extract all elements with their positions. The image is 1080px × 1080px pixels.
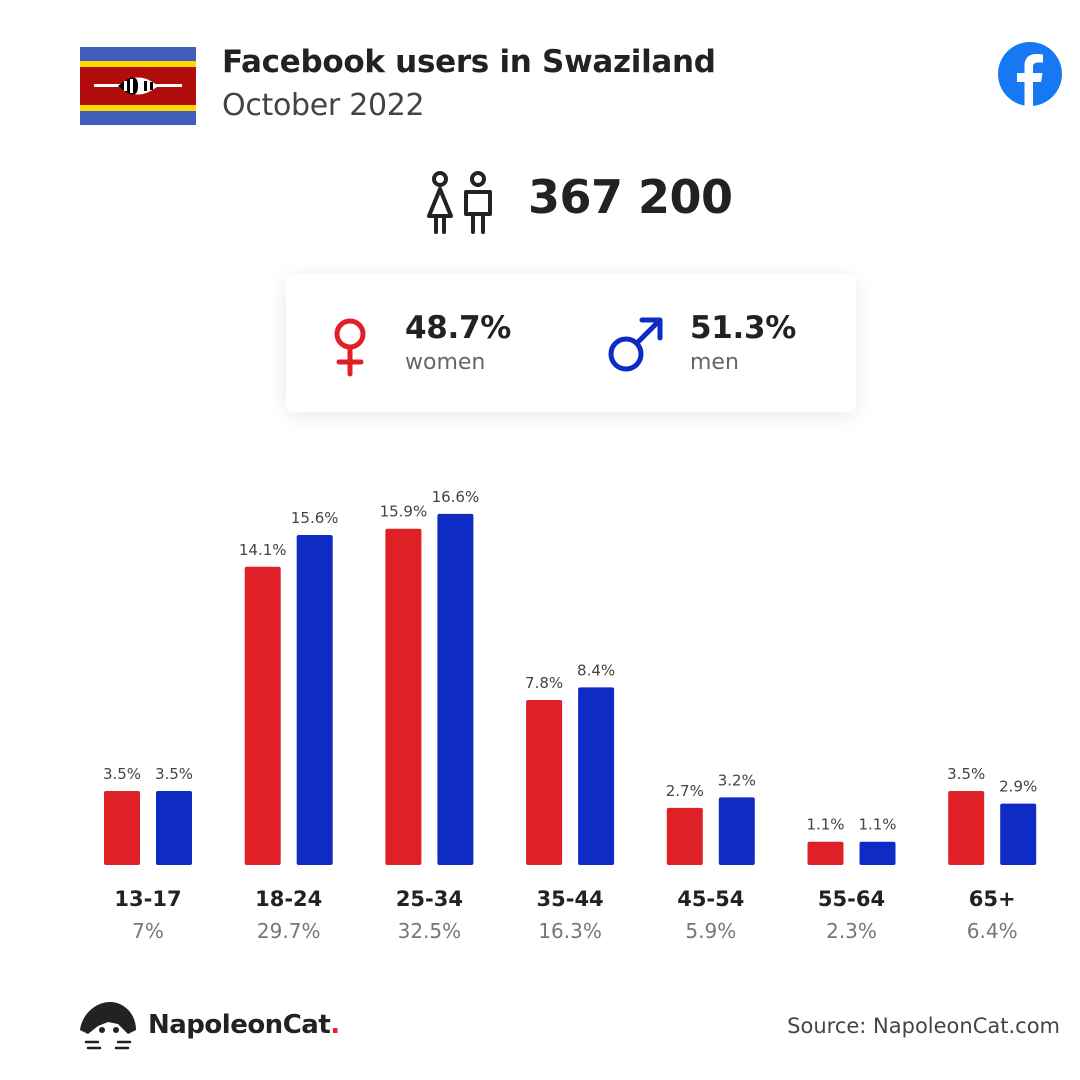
data-label-women-55-64: 1.1% [806, 816, 844, 834]
bar-men-18-24 [296, 535, 333, 865]
gender-summary-card [286, 274, 856, 412]
bar-men-35-44 [578, 687, 615, 865]
category-total-18-24: 29.7% [257, 919, 321, 943]
bar-men-65+ [1000, 803, 1037, 865]
brand-dot: . [330, 1010, 340, 1040]
bar-men-55-64 [859, 841, 896, 865]
bar-women-45-54 [666, 807, 703, 865]
category-label-45-54: 45-54 [677, 887, 744, 911]
female-symbol-icon [334, 318, 366, 377]
data-label-women-65+: 3.5% [947, 765, 985, 783]
bar-women-55-64 [807, 841, 844, 865]
brand-name: NapoleonCat. [148, 1010, 340, 1040]
data-label-women-25-34: 15.9% [380, 503, 428, 521]
swaziland-flag [80, 47, 196, 125]
bar-women-18-24 [244, 566, 281, 865]
category-label-25-34: 25-34 [396, 887, 463, 911]
category-label-18-24: 18-24 [255, 887, 322, 911]
bar-men-25-34 [437, 513, 474, 865]
brand-text: NapoleonCat [148, 1010, 331, 1040]
data-label-women-13-17: 3.5% [103, 765, 141, 783]
data-label-men-18-24: 15.6% [291, 509, 339, 527]
total-users: 367 200 [528, 170, 733, 224]
category-total-55-64: 2.3% [826, 919, 877, 943]
men-label: men [690, 350, 739, 375]
category-total-25-34: 32.5% [398, 919, 462, 943]
bar-women-25-34 [385, 528, 422, 865]
category-label-35-44: 35-44 [537, 887, 604, 911]
age-gender-bar-chart: 3.5% 3.5% 13-17 7% 14.1%15.6% 18-24 29.7% 15.9%… [103, 488, 1037, 943]
users-icon [427, 171, 492, 234]
data-label-men-45-54: 3.2% [718, 771, 756, 789]
women-percent: 48.7% [405, 310, 512, 346]
napoleoncat-logo-icon [80, 1002, 136, 1050]
male-symbol-icon [608, 317, 663, 372]
category-total-13-17: 7% [132, 919, 164, 943]
category-label-55-64: 55-64 [818, 887, 885, 911]
data-label-men-25-34: 16.6% [432, 488, 480, 506]
data-label-women-45-54: 2.7% [666, 782, 704, 800]
category-label-65+: 65+ [969, 887, 1016, 911]
data-label-men-65+: 2.9% [999, 778, 1037, 796]
data-label-men-55-64: 1.1% [858, 816, 896, 834]
category-total-45-54: 5.9% [685, 919, 736, 943]
data-label-women-18-24: 14.1% [239, 541, 287, 559]
women-label: women [405, 350, 486, 375]
bar-men-13-17 [156, 790, 192, 865]
category-total-65+: 6.4% [967, 919, 1018, 943]
data-label-men-35-44: 8.4% [577, 661, 615, 679]
bar-women-13-17 [104, 790, 140, 865]
source-note: Source: NapoleonCat.com [787, 1014, 1060, 1038]
bar-men-45-54 [718, 797, 755, 865]
bar-women-65+ [948, 790, 985, 865]
category-total-35-44: 16.3% [538, 919, 602, 943]
page-subtitle: October 2022 [222, 88, 425, 123]
men-percent: 51.3% [690, 310, 797, 346]
page-title: Facebook users in Swaziland [222, 44, 716, 80]
facebook-icon [998, 42, 1062, 106]
bar-women-35-44 [526, 700, 563, 865]
data-label-men-13-17: 3.5% [155, 765, 193, 783]
category-label-13-17: 13-17 [114, 887, 181, 911]
data-label-women-35-44: 7.8% [525, 674, 563, 692]
